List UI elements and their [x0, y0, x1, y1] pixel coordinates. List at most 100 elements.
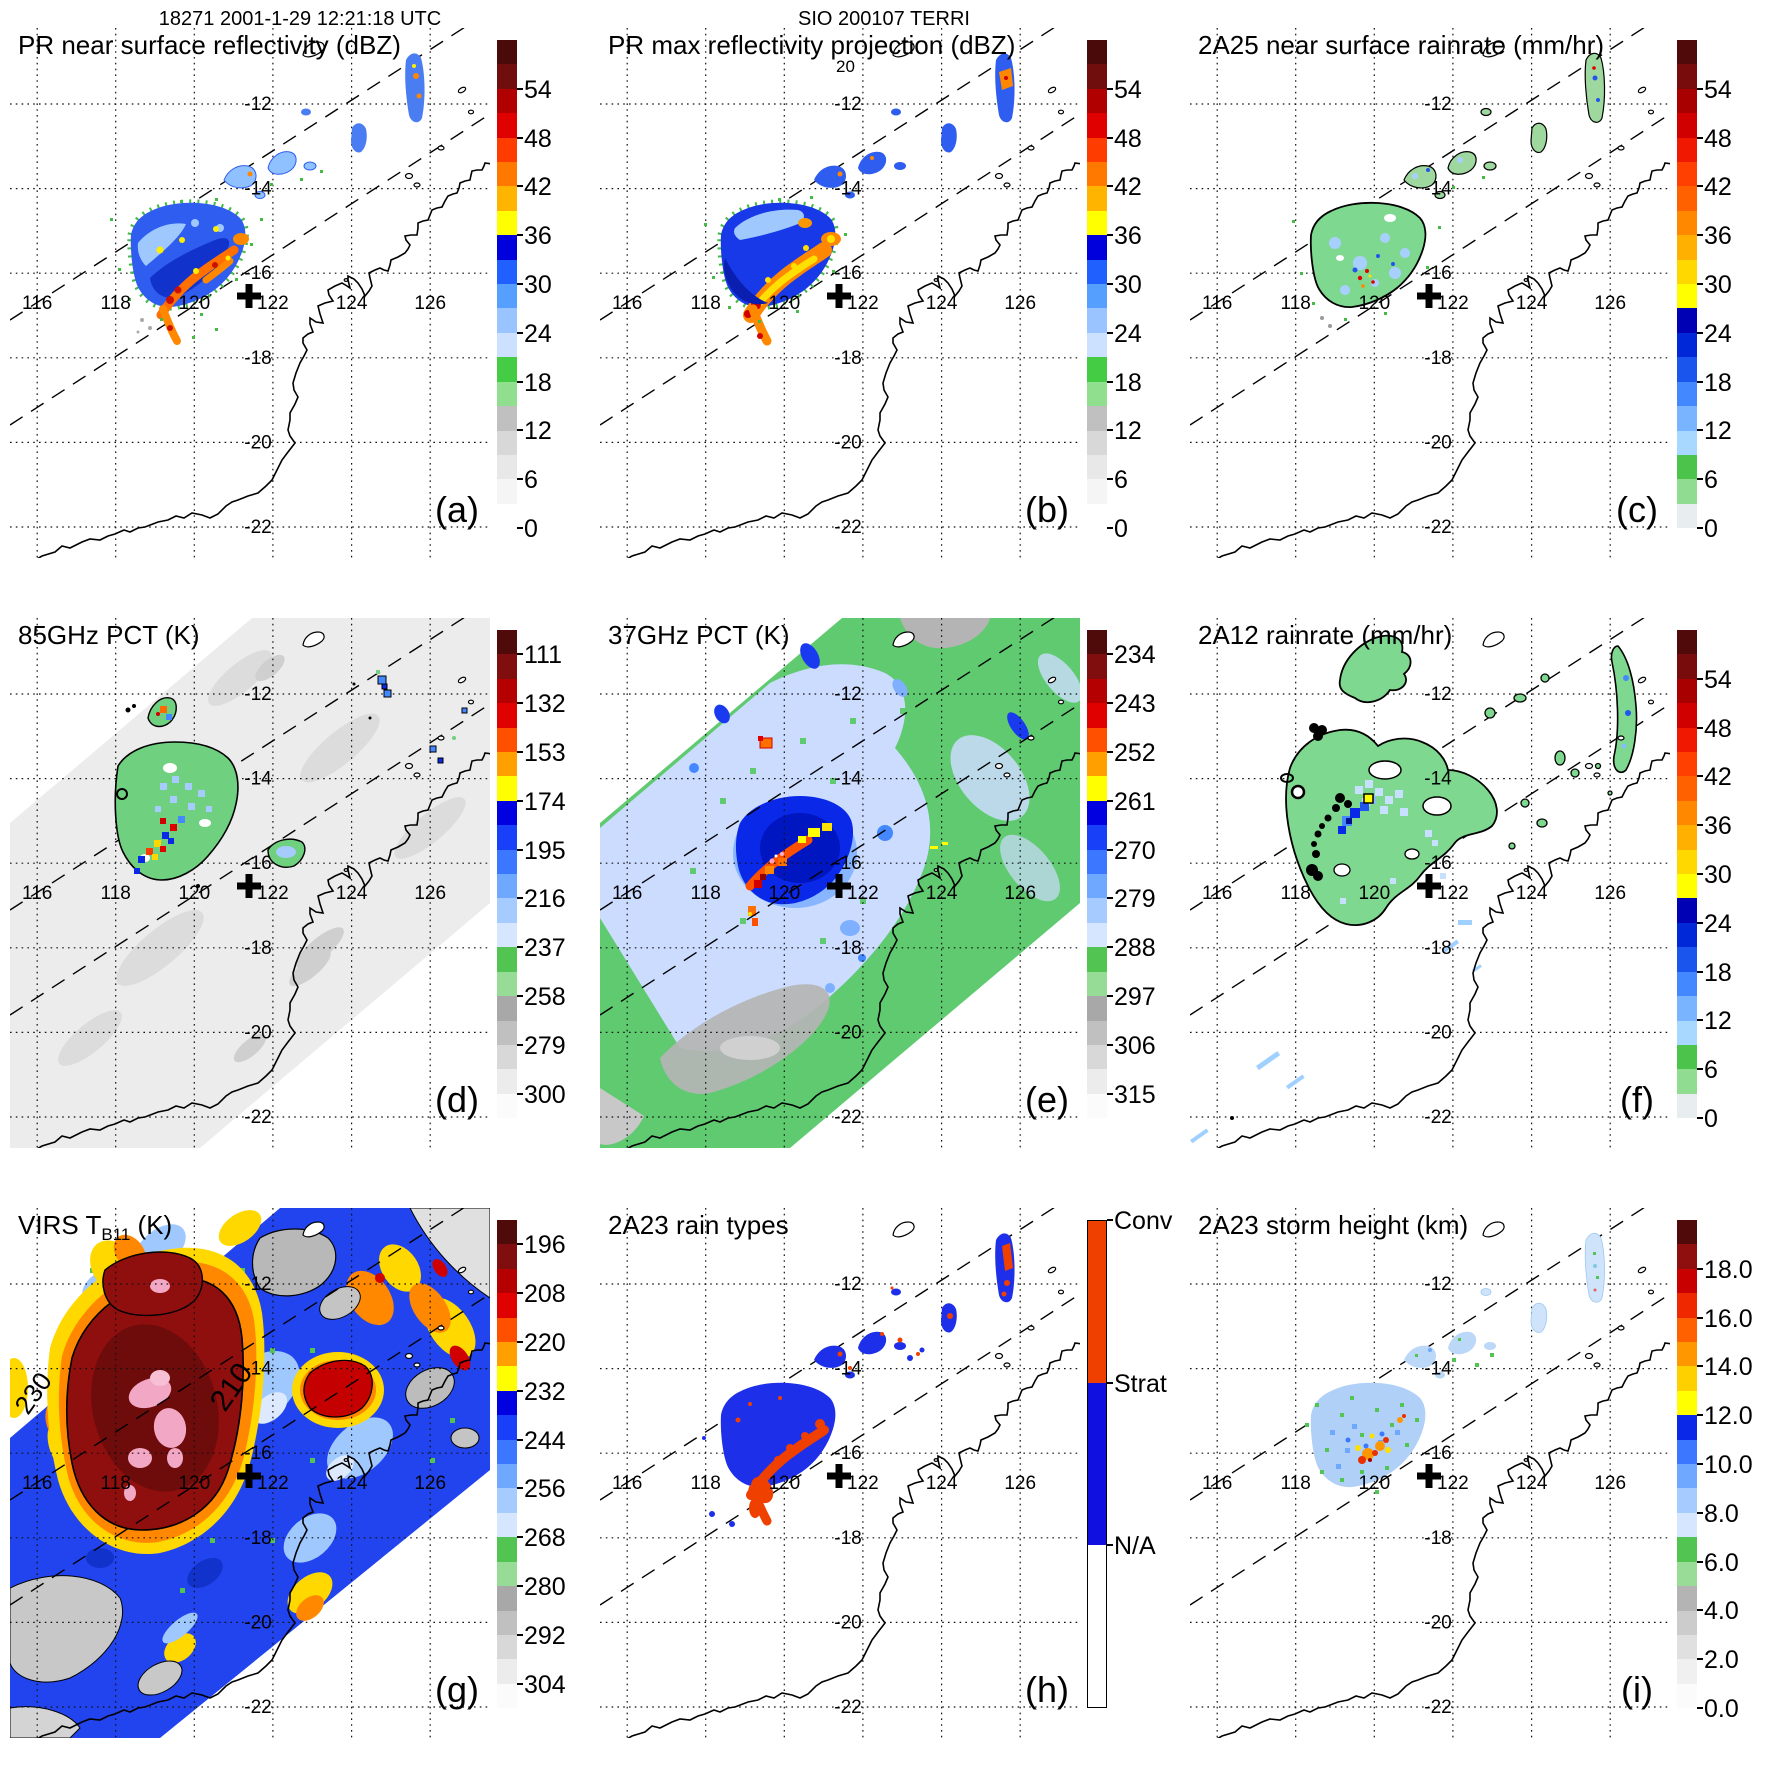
- colorbar-tick-label: 24: [1704, 319, 1732, 348]
- colorbar-segment: [1088, 1491, 1106, 1518]
- colorbar-tick-mark: [517, 1682, 523, 1685]
- colorbar-segment: [497, 1093, 517, 1119]
- colorbar-tick-label: 18.0: [1704, 1255, 1753, 1284]
- panel-h-colorbar: Conv Strat N/A: [1087, 1207, 1179, 1708]
- colorbar-tick-mark: [517, 1585, 523, 1587]
- colorbar-tick-label: 30: [1114, 271, 1142, 299]
- colorbar-segment: [1677, 1342, 1697, 1367]
- colorbar-segment: [497, 630, 517, 655]
- colorbar-tick-label: 54: [524, 75, 552, 104]
- colorbar-tick-mark: [1107, 234, 1113, 237]
- colorbar-segment: [497, 308, 517, 333]
- colorbar-segment: [1677, 1220, 1697, 1245]
- colorbar-tick-label: 6.0: [1704, 1548, 1739, 1577]
- colorbar-segment: [1087, 996, 1107, 1021]
- colorbar-segment: [1088, 1464, 1106, 1491]
- colorbar-segment: [1677, 137, 1697, 163]
- colorbar-segment: [1677, 503, 1697, 529]
- colorbar-segment: [1087, 430, 1107, 455]
- colorbar-tick-label: Strat: [1114, 1369, 1167, 1398]
- colorbar-tick-label: 300: [524, 1080, 566, 1109]
- colorbar-segment: [1087, 1044, 1107, 1070]
- colorbar-tick-label: 18: [1114, 368, 1142, 397]
- colorbar-tick-mark: [517, 1438, 523, 1441]
- colorbar-segment: [497, 922, 517, 948]
- colorbar-segment: [497, 1537, 517, 1562]
- colorbar-segment: [1087, 947, 1107, 972]
- colorbar-tick-label: 306: [1114, 1031, 1156, 1060]
- colorbar-tick-mark: [1697, 1511, 1703, 1514]
- colorbar-segment: [1677, 1586, 1697, 1611]
- colorbar-tick-label: 42: [524, 173, 552, 202]
- colorbar-segment: [1677, 1093, 1697, 1119]
- colorbar-segment: [1088, 1599, 1106, 1626]
- colorbar-segment: [1087, 922, 1107, 948]
- colorbar-segment: [497, 454, 517, 480]
- colorbar-tick-mark: [517, 897, 523, 900]
- colorbar-tick-mark: [1107, 1219, 1113, 1221]
- colorbar-segment: [1677, 1044, 1697, 1070]
- panel-f-colorbar: 54 48 42 36 30 24 18 12 6 0: [1677, 630, 1769, 1133]
- colorbar-segment: [1677, 308, 1697, 333]
- colorbar-tick-label: 12: [1704, 1007, 1732, 1036]
- colorbar-segment: [1088, 1410, 1106, 1437]
- colorbar-segment: [497, 800, 517, 826]
- panel-g-title: VIRS TB11 (K): [18, 1210, 173, 1245]
- colorbar-segment: [1677, 454, 1697, 480]
- colorbar-tick-label: 36: [1114, 222, 1142, 251]
- colorbar-tick-label: 36: [524, 222, 552, 251]
- panel-a-map: (a): [10, 28, 490, 558]
- colorbar-tick-label: 48: [1704, 124, 1732, 153]
- colorbar-tick-mark: [1697, 1117, 1703, 1119]
- colorbar-tick-mark: [517, 653, 523, 656]
- colorbar-segment: [497, 186, 517, 211]
- colorbar-segment: [1677, 1020, 1697, 1045]
- colorbar-segment: [497, 1220, 517, 1245]
- colorbar-segment: [1087, 40, 1107, 65]
- colorbar-segment: [1677, 1390, 1697, 1416]
- colorbar-segment: [1677, 630, 1697, 655]
- colorbar-segment: [1087, 1069, 1107, 1094]
- colorbar-tick-label: 0.0: [1704, 1695, 1739, 1723]
- colorbar-segment: [1677, 654, 1697, 679]
- panel-d-colorbar: 111 132 153 174 195 216 237 258 279 300: [497, 630, 589, 1119]
- colorbar-tick-label: 18: [1704, 958, 1732, 987]
- colorbar-segment: [1087, 88, 1107, 114]
- colorbar-segment: [1677, 235, 1697, 260]
- colorbar-segment: [1677, 1634, 1697, 1660]
- colorbar-segment: [497, 259, 517, 285]
- panel-g: VIRS TB11 (K) 230 210 (g): [0, 1180, 591, 1771]
- colorbar-tick-mark: [517, 1536, 523, 1539]
- panel-h-title: 2A23 rain types: [608, 1210, 789, 1240]
- colorbar-segment: [497, 1366, 517, 1391]
- colorbar-segment: [1677, 849, 1697, 875]
- colorbar-segment: [497, 88, 517, 114]
- colorbar-segment: [1088, 1680, 1106, 1707]
- colorbar-tick-label: 2.0: [1704, 1646, 1739, 1675]
- colorbar-segment: [497, 776, 517, 801]
- colorbar-tick-mark: [517, 234, 523, 237]
- colorbar-tick-mark: [1697, 429, 1703, 432]
- colorbar-segment: [1088, 1302, 1106, 1329]
- colorbar-segment: [1677, 284, 1697, 309]
- colorbar-segment: [1087, 849, 1107, 875]
- colorbar-tick-label: 24: [524, 319, 552, 348]
- colorbar-tick-mark: [1697, 775, 1703, 778]
- colorbar-tick-label: 42: [1704, 173, 1732, 202]
- colorbar-tick-mark: [517, 799, 523, 802]
- colorbar-tick-mark: [1697, 87, 1703, 90]
- colorbar-segment: [1677, 898, 1697, 923]
- panel-a: PR near surface reflectivity (dBZ) (a) 5…: [0, 0, 591, 591]
- colorbar-tick-label: 54: [1114, 75, 1142, 104]
- colorbar-tick-mark: [1107, 1092, 1113, 1095]
- colorbar-segment: [497, 971, 517, 997]
- colorbar-tick-mark: [1697, 970, 1703, 973]
- colorbar-tick-mark: [1697, 136, 1703, 139]
- panel-a-title: PR near surface reflectivity (dBZ): [18, 30, 401, 60]
- colorbar-segment: [1677, 703, 1697, 728]
- colorbar-segment: [1677, 113, 1697, 138]
- panel-e-colorbar: 234 243 252 261 270 279 288 297 306 315: [1087, 630, 1179, 1119]
- colorbar-segment: [1087, 186, 1107, 211]
- colorbar-tick-mark: [1697, 1658, 1703, 1661]
- colorbar-segment: [1087, 1093, 1107, 1119]
